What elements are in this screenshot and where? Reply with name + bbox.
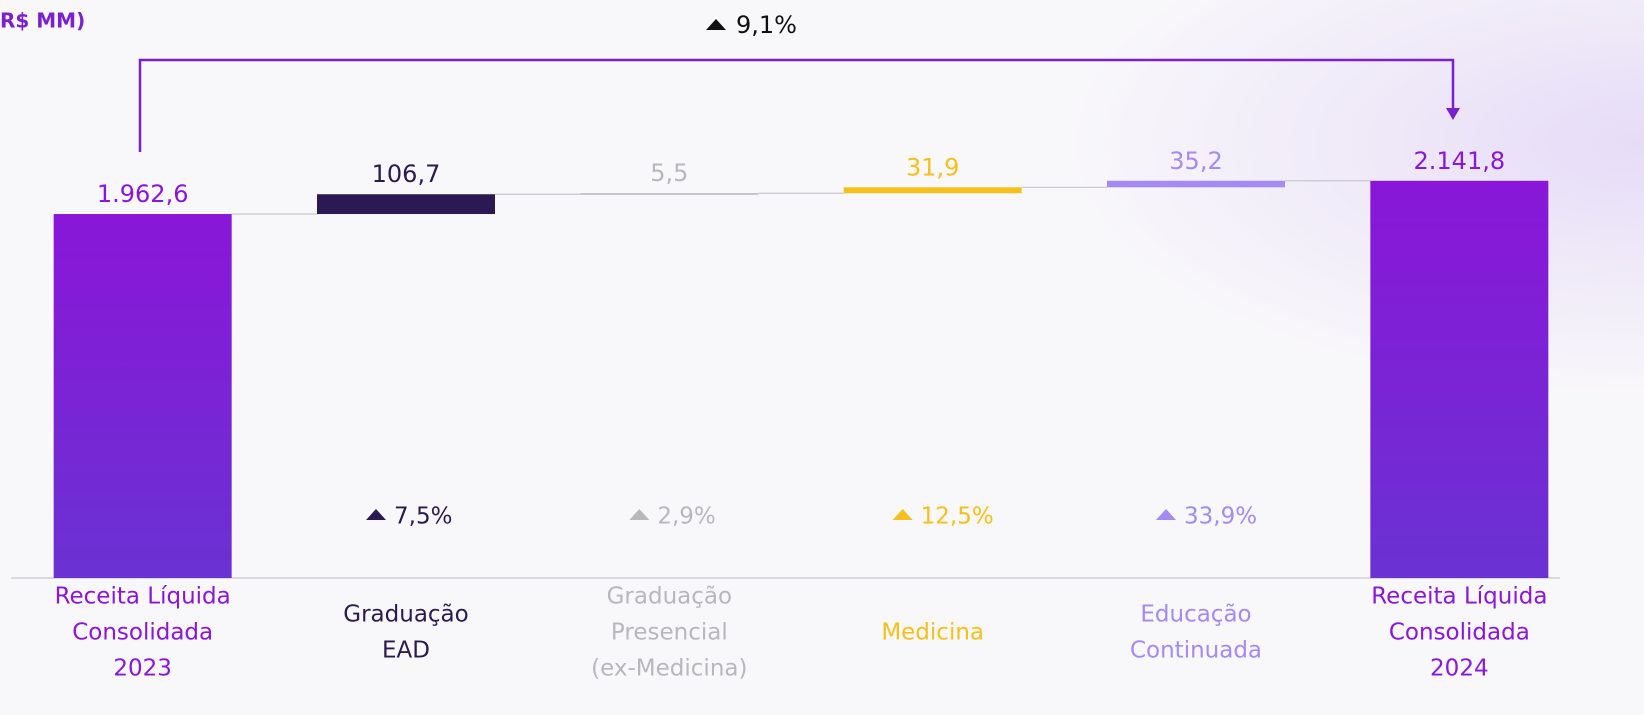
x-tick-label: Continuada	[1130, 638, 1262, 664]
growth-icon	[629, 509, 650, 520]
value-label: 2.141,8	[1414, 147, 1506, 175]
value-label: 1.962,6	[97, 180, 189, 208]
growth-label: 33,9%	[1184, 504, 1257, 530]
x-tick-label: Receita Líquida	[1371, 584, 1547, 610]
x-tick-label: 2024	[1430, 656, 1489, 682]
value-label: 106,7	[372, 160, 441, 188]
bar	[1370, 180, 1549, 578]
total-growth-bracket	[138, 58, 1455, 152]
x-tick-label: Medicina	[881, 620, 984, 646]
bar	[317, 194, 495, 215]
x-tick-label: Educação	[1140, 602, 1251, 628]
bar	[843, 187, 1022, 194]
growth-label: 2,9%	[657, 504, 715, 530]
value-label: 35,2	[1169, 147, 1222, 175]
x-tick-label: Graduação	[343, 602, 468, 628]
growth-icon	[892, 509, 913, 520]
x-tick-label: Presencial	[611, 620, 728, 646]
bar	[1107, 180, 1285, 188]
growth-icon	[706, 19, 726, 30]
arrow-head	[1446, 108, 1460, 120]
growth-icon	[366, 509, 386, 520]
bar	[580, 193, 759, 195]
total-growth-label: 9,1%	[736, 11, 797, 39]
value-label: 5,5	[650, 159, 688, 187]
x-tick-label: Receita Líquida	[55, 584, 231, 610]
x-tick-label: EAD	[382, 638, 430, 664]
growth-label: 12,5%	[921, 504, 994, 530]
chart-title: R$ MM)	[0, 9, 85, 33]
value-label: 31,9	[906, 153, 959, 181]
x-tick-label: Consolidada	[72, 620, 213, 646]
x-tick-label: Graduação	[607, 584, 732, 610]
x-tick-label: Consolidada	[1389, 620, 1530, 646]
bar	[53, 214, 232, 578]
x-tick-label: 2023	[113, 656, 172, 682]
x-tick-label: (ex-Medicina)	[591, 656, 747, 682]
growth-icon	[1156, 509, 1176, 520]
growth-label: 7,5%	[394, 504, 452, 530]
